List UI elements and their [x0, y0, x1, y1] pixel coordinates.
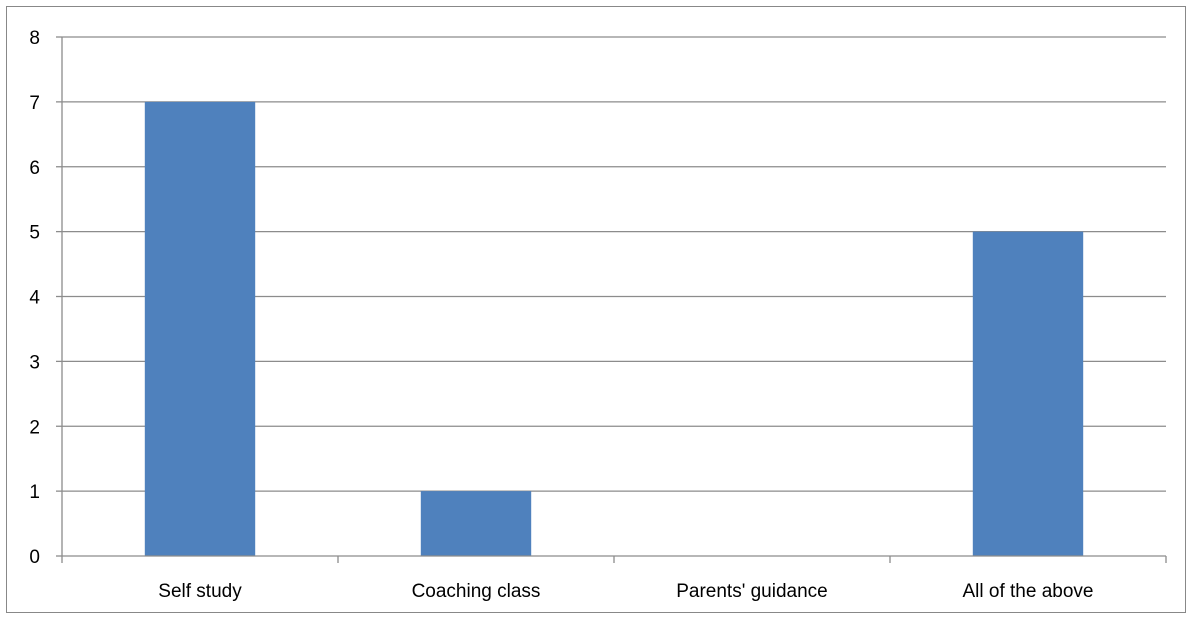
y-tick-label: 3	[29, 352, 40, 373]
y-tick-label: 7	[29, 93, 40, 114]
y-tick-label: 8	[29, 28, 40, 49]
y-tick-label: 1	[29, 482, 40, 503]
x-tick-label: Parents' guidance	[676, 581, 828, 602]
y-tick-label: 0	[29, 547, 40, 568]
bars	[144, 101, 1084, 556]
y-tick-label: 5	[29, 223, 40, 244]
x-tick-label: All of the above	[963, 581, 1094, 602]
tick-labels: 0 1 2 3 4 5 6 7 8 Self study Coaching class Parents…	[29, 28, 1093, 602]
bar-all-of-the-above	[972, 231, 1084, 556]
axes	[56, 36, 1167, 563]
y-tick-label: 6	[29, 158, 40, 179]
y-tick-label: 4	[29, 288, 40, 309]
x-tick-label: Coaching class	[412, 581, 541, 602]
bar-self-study	[144, 101, 256, 556]
bar-coaching-class	[420, 491, 532, 556]
y-tick-label: 2	[29, 417, 40, 438]
x-tick-label: Self study	[158, 581, 242, 602]
